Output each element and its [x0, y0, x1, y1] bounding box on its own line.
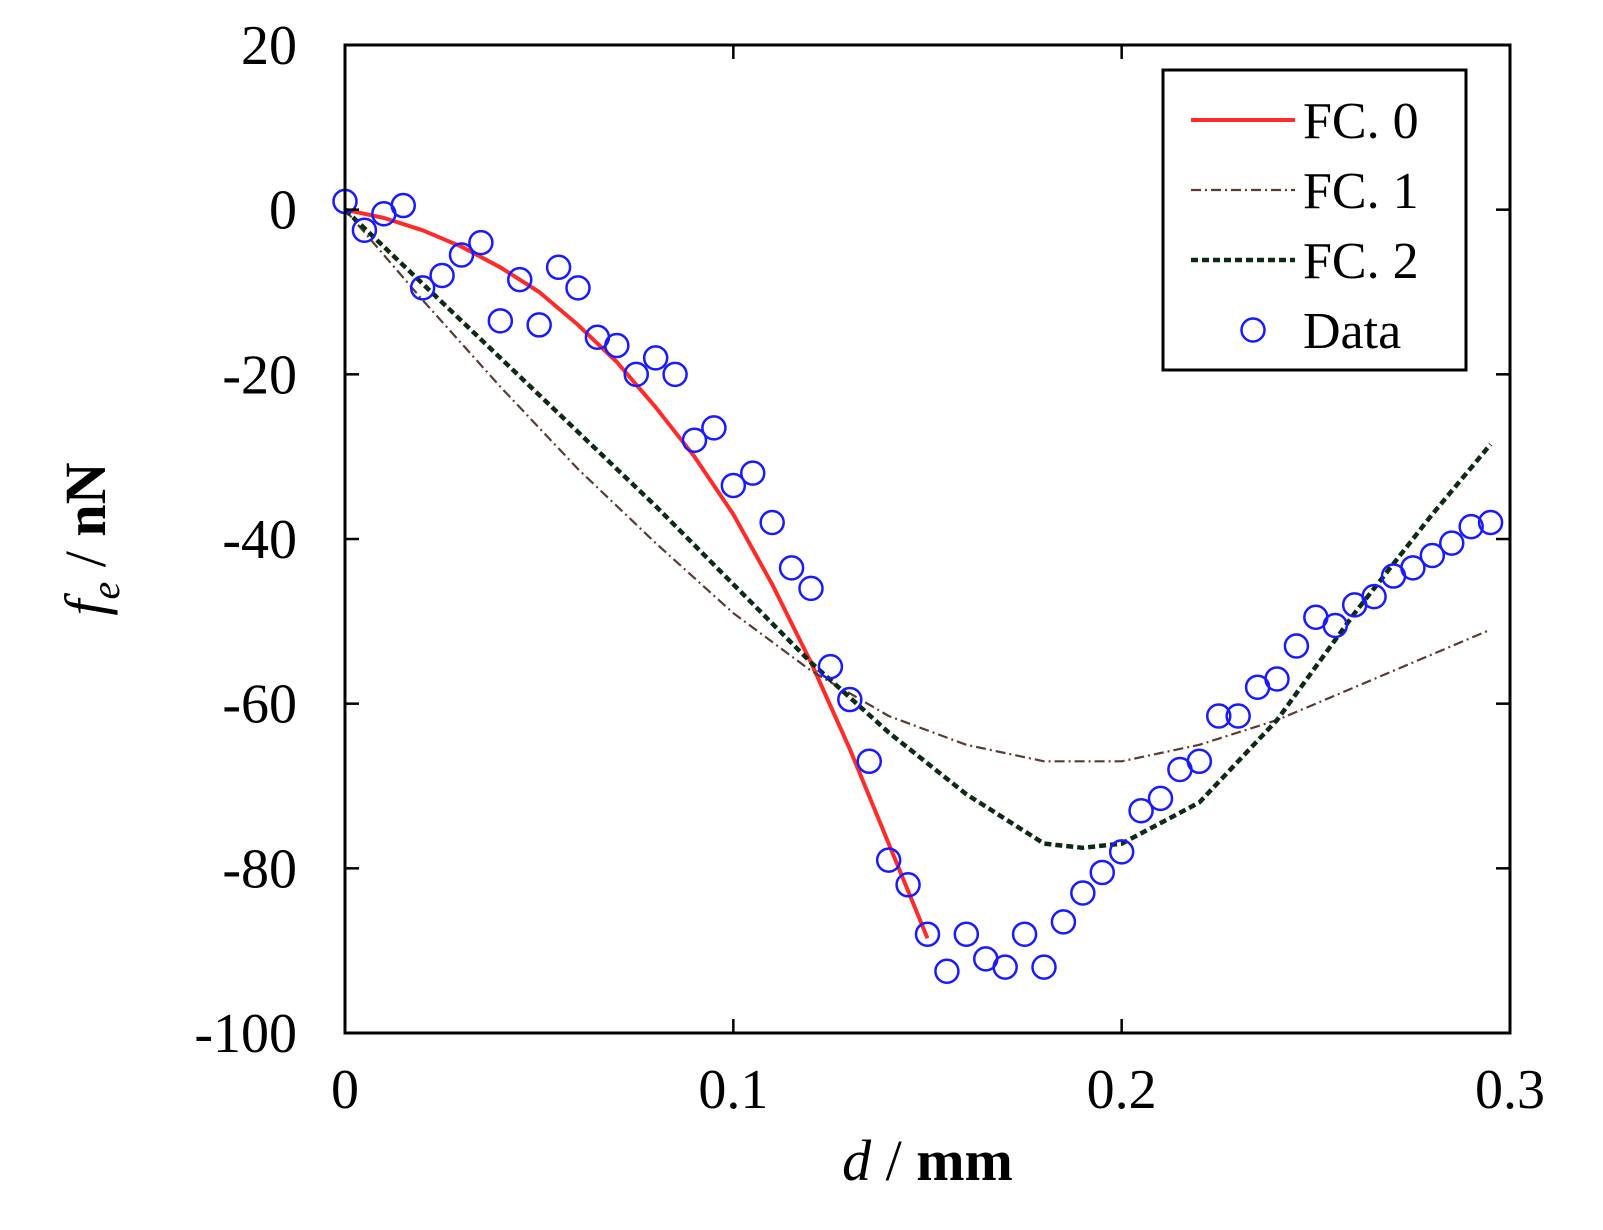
- data-point: [798, 575, 824, 602]
- data-point: [914, 921, 941, 947]
- legend-marker: [1240, 317, 1266, 343]
- x-axis-variable: d: [842, 1128, 872, 1193]
- data-point: [778, 555, 805, 581]
- data-point: [740, 460, 766, 486]
- data-point: [1400, 555, 1426, 581]
- data-point: [837, 686, 863, 713]
- x-axis-unit: mm: [916, 1128, 1013, 1193]
- data-point: [895, 872, 921, 898]
- data-point: [409, 275, 436, 301]
- axis-ticks: 0 0.1 0.2 0.3 20 0 -20 -40 -60 -80 -100: [194, 15, 1545, 1121]
- data-point: [507, 266, 533, 293]
- data-point: [545, 254, 572, 281]
- data-point: [1322, 612, 1348, 639]
- y-tick-label: -40: [222, 509, 297, 571]
- data-point: [642, 345, 669, 371]
- data-point: [701, 415, 727, 441]
- data-point: [1070, 880, 1096, 906]
- data-point: [720, 472, 747, 499]
- series-layer: [332, 188, 1504, 984]
- y-tick-label: 20: [241, 15, 297, 77]
- data-point: [953, 921, 980, 947]
- y-tick-label: 0: [269, 180, 297, 242]
- data-point: [1011, 921, 1038, 947]
- y-tick-label: -80: [222, 838, 297, 900]
- data-point: [565, 275, 591, 301]
- data-point: [1147, 785, 1174, 812]
- data-point: [448, 242, 475, 268]
- y-axis-unit: nN: [53, 462, 118, 536]
- legend-label: FC. 1: [1303, 163, 1419, 220]
- data-point: [1225, 703, 1251, 729]
- data-point: [351, 217, 378, 243]
- legend-items: FC. 0 FC. 1 FC. 2 Data: [1191, 93, 1419, 360]
- data-point: [934, 958, 960, 984]
- data-point: [662, 361, 688, 388]
- data-point: [1031, 954, 1057, 980]
- data-point: [1050, 909, 1077, 935]
- x-axis-separator: /: [871, 1128, 916, 1193]
- data-point: [526, 312, 552, 338]
- data-point: [875, 847, 902, 873]
- data-point: [1206, 703, 1232, 729]
- y-tick-label: -20: [222, 344, 297, 406]
- x-axis-title: d / mm: [842, 1128, 1013, 1193]
- series-line-fc-2: [343, 208, 1493, 851]
- data-point: [681, 427, 708, 453]
- data-point: [1477, 509, 1504, 536]
- data-point: [390, 192, 416, 219]
- data-point: [759, 509, 785, 536]
- data-point: [1458, 513, 1484, 540]
- x-tick-label: 0.1: [698, 1059, 768, 1121]
- data-point: [817, 653, 844, 680]
- data-point: [468, 229, 494, 256]
- data-point: [1419, 542, 1446, 569]
- data-point: [429, 262, 455, 289]
- y-axis-separator: /: [53, 537, 118, 582]
- y-tick-label: -100: [194, 1003, 297, 1065]
- data-point: [487, 308, 514, 334]
- y-axis-subscript: e: [83, 582, 128, 600]
- x-tick-label: 0.2: [1087, 1059, 1157, 1121]
- data-point: [604, 332, 630, 359]
- series-line-fc-1: [344, 208, 1492, 763]
- x-tick-label: 0.3: [1475, 1059, 1545, 1121]
- data-point: [1439, 530, 1465, 556]
- y-tick-label: -60: [222, 674, 297, 736]
- data-point: [623, 361, 649, 388]
- legend-label: FC. 0: [1303, 93, 1419, 150]
- legend-label: FC. 2: [1303, 233, 1419, 290]
- data-point: [992, 954, 1018, 980]
- data-point: [1108, 839, 1135, 865]
- data-point: [1089, 859, 1115, 886]
- data-point: [1128, 797, 1154, 824]
- data-point: [1361, 583, 1387, 610]
- x-tick-label: 0: [331, 1059, 359, 1121]
- legend-label: Data: [1303, 303, 1401, 360]
- data-point: [1186, 748, 1213, 775]
- data-point: [1283, 633, 1310, 659]
- legend: FC. 0 FC. 1 FC. 2 Data: [1161, 68, 1468, 372]
- data-point: [856, 748, 882, 775]
- data-point: [1264, 666, 1290, 692]
